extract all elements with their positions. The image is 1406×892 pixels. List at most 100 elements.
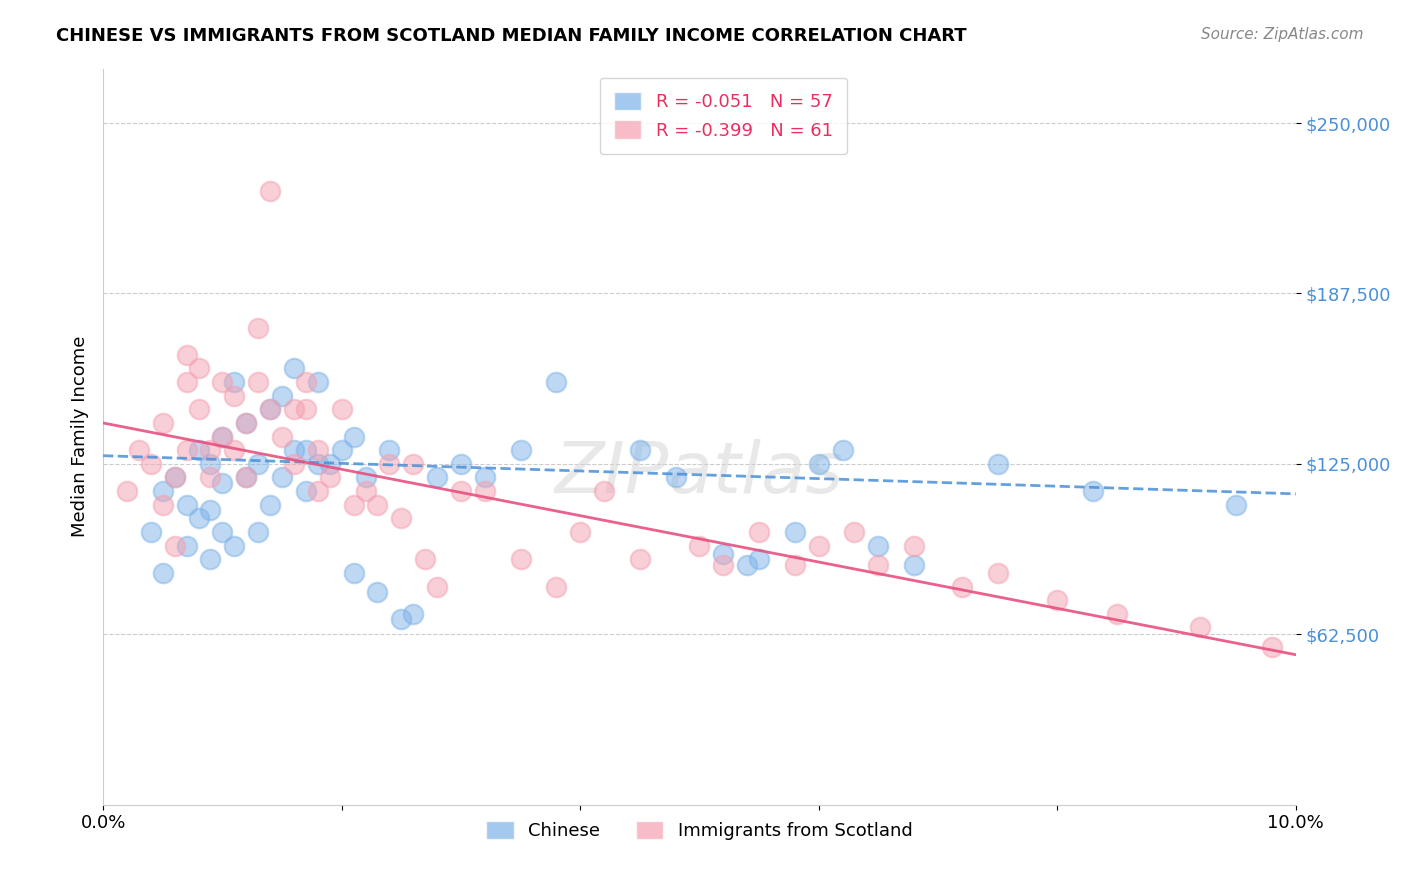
Point [868, 539, 890, 553]
Point [163, 470, 186, 484]
Point [295, 402, 318, 417]
Point [187, 402, 209, 417]
Point [200, 503, 222, 517]
Point [211, 375, 233, 389]
Point [354, 470, 377, 484]
Point [509, 443, 531, 458]
Point [224, 389, 246, 403]
Point [509, 552, 531, 566]
Point [259, 184, 281, 198]
Point [783, 558, 806, 572]
Point [235, 470, 257, 484]
Point [807, 539, 830, 553]
Point [342, 566, 364, 580]
Point [115, 484, 138, 499]
Point [1046, 593, 1069, 607]
Point [163, 539, 186, 553]
Point [176, 443, 198, 458]
Point [176, 539, 198, 553]
Point [176, 498, 198, 512]
Point [211, 429, 233, 443]
Point [711, 558, 734, 572]
Point [152, 566, 174, 580]
Point [735, 558, 758, 572]
Point [330, 402, 353, 417]
Point [152, 498, 174, 512]
Point [413, 552, 436, 566]
Point [163, 470, 186, 484]
Legend: R = -0.051   N = 57, R = -0.399   N = 61: R = -0.051 N = 57, R = -0.399 N = 61 [599, 78, 846, 154]
Point [271, 429, 294, 443]
Point [224, 539, 246, 553]
Point [868, 558, 890, 572]
Point [354, 484, 377, 499]
Point [211, 475, 233, 490]
Point [128, 443, 150, 458]
Point [628, 552, 651, 566]
Point [378, 443, 401, 458]
Point [844, 524, 866, 539]
Point [319, 457, 342, 471]
Point [283, 443, 305, 458]
Point [426, 470, 449, 484]
Point [295, 484, 318, 499]
Point [1225, 498, 1247, 512]
Point [474, 470, 496, 484]
Point [235, 470, 257, 484]
Point [259, 402, 281, 417]
Point [247, 524, 270, 539]
Point [200, 457, 222, 471]
Point [688, 539, 710, 553]
Point [831, 443, 853, 458]
Point [903, 558, 925, 572]
Point [259, 498, 281, 512]
Point [1261, 640, 1284, 654]
Point [271, 389, 294, 403]
Point [474, 484, 496, 499]
Point [366, 585, 388, 599]
Point [748, 552, 770, 566]
Point [224, 443, 246, 458]
Point [307, 375, 329, 389]
Text: Source: ZipAtlas.com: Source: ZipAtlas.com [1201, 27, 1364, 42]
Point [711, 547, 734, 561]
Y-axis label: Median Family Income: Median Family Income [72, 336, 89, 537]
Point [139, 524, 162, 539]
Point [235, 416, 257, 430]
Point [295, 443, 318, 458]
Point [187, 361, 209, 376]
Point [342, 429, 364, 443]
Point [569, 524, 592, 539]
Point [402, 457, 425, 471]
Point [176, 348, 198, 362]
Point [307, 443, 329, 458]
Point [247, 375, 270, 389]
Point [402, 607, 425, 621]
Point [235, 416, 257, 430]
Point [950, 580, 973, 594]
Point [748, 524, 770, 539]
Point [330, 443, 353, 458]
Point [366, 498, 388, 512]
Point [271, 470, 294, 484]
Point [450, 484, 472, 499]
Point [307, 484, 329, 499]
Point [176, 375, 198, 389]
Point [307, 457, 329, 471]
Point [247, 457, 270, 471]
Point [187, 511, 209, 525]
Point [200, 443, 222, 458]
Point [903, 539, 925, 553]
Point [389, 511, 412, 525]
Point [295, 375, 318, 389]
Point [389, 612, 412, 626]
Point [200, 470, 222, 484]
Point [546, 580, 568, 594]
Point [224, 375, 246, 389]
Point [426, 580, 449, 594]
Point [450, 457, 472, 471]
Point [1189, 620, 1212, 634]
Point [259, 402, 281, 417]
Point [283, 457, 305, 471]
Point [987, 457, 1010, 471]
